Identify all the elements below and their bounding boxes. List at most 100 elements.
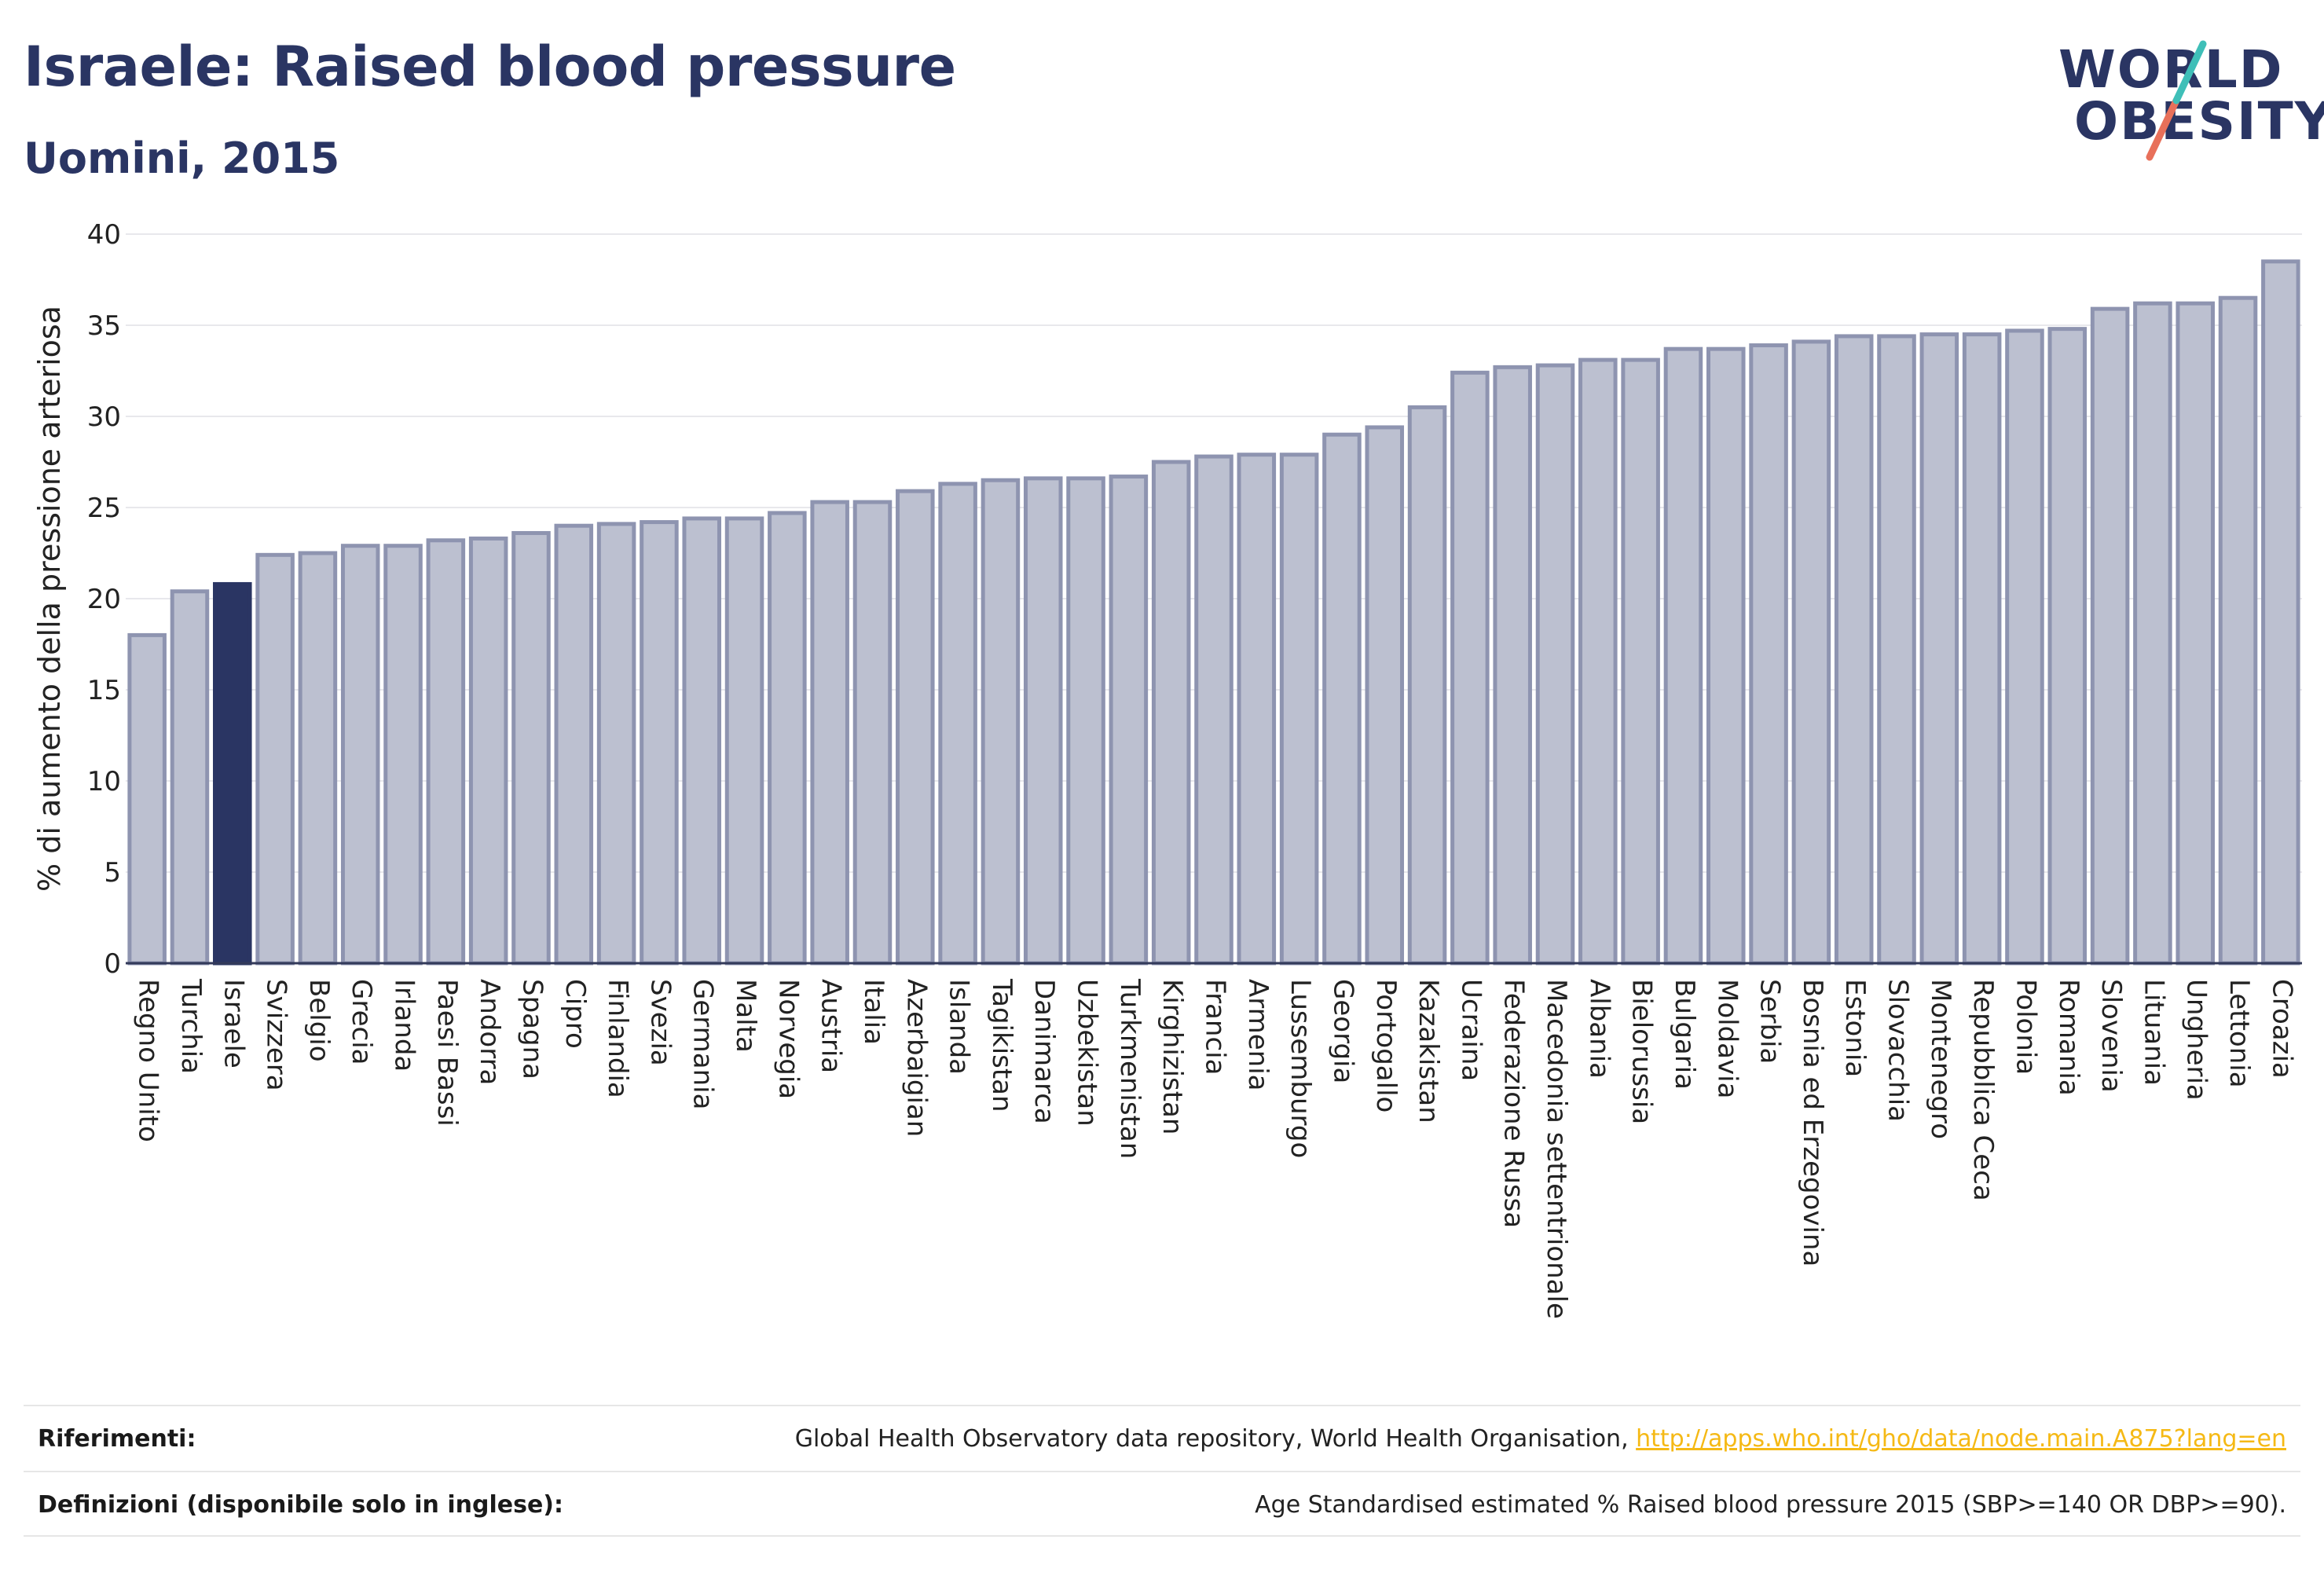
bar bbox=[1663, 346, 1703, 966]
x-tick-label: Spagna bbox=[516, 979, 548, 1079]
x-tick-label: Polonia bbox=[2010, 979, 2041, 1075]
bar bbox=[426, 538, 466, 966]
bar bbox=[2005, 328, 2044, 966]
bar bbox=[1237, 453, 1277, 966]
bar bbox=[682, 516, 722, 966]
definitions-value: Age Standardised estimated % Raised bloo… bbox=[1255, 1490, 2286, 1519]
references-row: Riferimenti: Global Health Observatory d… bbox=[24, 1405, 2300, 1471]
x-tick-label: Cipro bbox=[559, 979, 591, 1049]
bar bbox=[170, 589, 210, 966]
definitions-row: Definizioni (disponibile solo in inglese… bbox=[24, 1471, 2300, 1537]
bar bbox=[1365, 425, 1405, 966]
x-tick-label: Malta bbox=[730, 979, 761, 1053]
bar bbox=[768, 511, 807, 966]
x-tick-label: Andorra bbox=[474, 979, 505, 1085]
bar bbox=[1151, 460, 1191, 966]
x-tick-label: Portogallo bbox=[1370, 979, 1402, 1112]
y-tick-label: 35 bbox=[87, 310, 121, 342]
references-value: Global Health Observatory data repositor… bbox=[795, 1425, 2300, 1453]
logo-line-1: WORLD bbox=[2058, 39, 2284, 100]
x-tick-label: Bosnia ed Erzegovina bbox=[1797, 979, 1828, 1266]
x-tick-label: Finlandia bbox=[602, 979, 633, 1098]
x-tick-label: Estonia bbox=[1839, 979, 1871, 1077]
bar bbox=[1279, 453, 1319, 966]
x-tick-label: Svezia bbox=[644, 979, 676, 1066]
bar bbox=[511, 530, 551, 966]
bar bbox=[1066, 476, 1105, 966]
x-tick-label: Svizzera bbox=[261, 979, 292, 1091]
bar bbox=[468, 536, 508, 966]
bar bbox=[1706, 346, 1746, 966]
bar bbox=[1578, 357, 1618, 966]
bar bbox=[213, 581, 252, 966]
references-label: Riferimenti: bbox=[38, 1424, 196, 1453]
bar bbox=[1450, 370, 1490, 966]
bar bbox=[2133, 301, 2172, 966]
x-tick-label: Repubblica Ceca bbox=[1967, 979, 1999, 1201]
x-tick-label: Italia bbox=[858, 979, 889, 1045]
x-tick-label: Bulgaria bbox=[1669, 979, 1700, 1090]
bar bbox=[1919, 332, 1959, 966]
x-tick-label: Belgio bbox=[303, 979, 335, 1062]
bar bbox=[724, 516, 764, 966]
x-tick-label: Turkmenistan bbox=[1114, 978, 1146, 1159]
bar bbox=[554, 523, 594, 966]
x-tick-label: Slovacchia bbox=[1882, 979, 1914, 1122]
footer-divider bbox=[24, 1535, 2300, 1537]
bar bbox=[2090, 306, 2130, 966]
bar bbox=[1791, 339, 1831, 966]
bar bbox=[1834, 334, 1874, 966]
bar bbox=[1535, 363, 1575, 966]
x-tick-label: Bielorussia bbox=[1626, 979, 1658, 1124]
bar bbox=[896, 489, 935, 966]
bar bbox=[383, 544, 423, 966]
world-obesity-logo[interactable]: WORLD OBESITY bbox=[2043, 16, 2324, 173]
y-tick-label: 20 bbox=[87, 584, 121, 615]
y-tick-label: 0 bbox=[104, 948, 121, 980]
x-tick-label: Albania bbox=[1583, 979, 1615, 1079]
x-tick-label: Croazia bbox=[2266, 979, 2297, 1079]
x-tick-label: Paesi Bassi bbox=[431, 979, 463, 1127]
x-tick-label: Israele bbox=[218, 979, 249, 1068]
bar bbox=[596, 522, 636, 966]
x-tick-label: Tagikistan bbox=[986, 978, 1017, 1112]
x-tick-label: Ucraina bbox=[1455, 979, 1486, 1081]
bar bbox=[1962, 332, 2002, 966]
bar bbox=[810, 500, 849, 966]
x-tick-label: Azerbaigian bbox=[900, 979, 932, 1137]
bar bbox=[298, 551, 338, 966]
x-tick-label: Francia bbox=[1200, 979, 1231, 1075]
x-tick-label: Norvegia bbox=[772, 979, 804, 1099]
x-tick-label: Kirghizistan bbox=[1157, 979, 1188, 1134]
x-tick-label: Slovenia bbox=[2095, 979, 2127, 1093]
logo-slash-icon bbox=[2146, 40, 2207, 161]
logo-line-2: OBESITY bbox=[2074, 91, 2324, 152]
x-tick-label: Macedonia settentrionale bbox=[1541, 979, 1572, 1319]
bar bbox=[981, 478, 1021, 966]
bar bbox=[938, 482, 977, 966]
y-tick-label: 40 bbox=[87, 219, 121, 251]
x-tick-label: Romania bbox=[2053, 979, 2084, 1096]
references-link[interactable]: http://apps.who.int/gho/data/node.main.A… bbox=[1636, 1424, 2286, 1453]
bar bbox=[1621, 357, 1660, 966]
x-tick-label: Germania bbox=[687, 979, 719, 1109]
bar bbox=[1407, 405, 1447, 966]
x-tick-label: Lettonia bbox=[2223, 979, 2255, 1088]
bar bbox=[1749, 343, 1788, 966]
x-tick-label: Irlanda bbox=[389, 979, 420, 1072]
references-text: Global Health Observatory data repositor… bbox=[794, 1424, 1637, 1453]
y-tick-label: 5 bbox=[104, 857, 121, 889]
bar bbox=[1322, 432, 1362, 966]
y-tick-label: 10 bbox=[87, 766, 121, 797]
y-tick-label: 15 bbox=[87, 675, 121, 706]
y-axis-title: % di aumento della pressione arteriosa bbox=[32, 306, 67, 892]
bar bbox=[1023, 476, 1063, 966]
chart-subtitle: Uomini, 2015 bbox=[24, 134, 340, 183]
x-tick-label: Regno Unito bbox=[133, 979, 164, 1142]
bar bbox=[2047, 327, 2088, 966]
x-tick-label: Austria bbox=[816, 979, 847, 1073]
x-tick-label: Lussemburgo bbox=[1285, 979, 1316, 1158]
bar bbox=[255, 552, 295, 966]
x-tick-label: Islanda bbox=[944, 979, 975, 1075]
x-tick-label: Uzbekistan bbox=[1072, 979, 1103, 1127]
